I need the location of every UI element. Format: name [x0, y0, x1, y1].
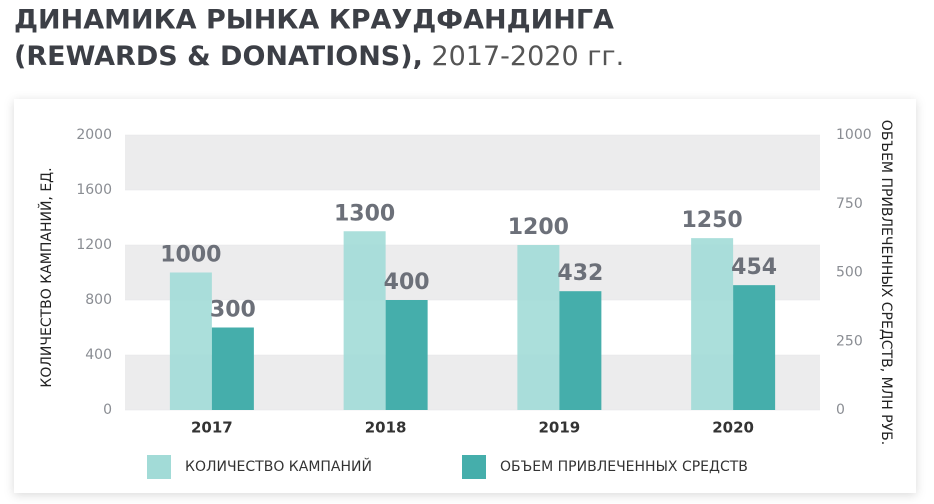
grid-band	[125, 190, 820, 245]
y2-tick-label: 500	[836, 265, 863, 281]
bar	[691, 238, 734, 410]
bar	[385, 300, 428, 410]
y-tick-label: 0	[103, 402, 112, 418]
legend-swatch	[462, 455, 486, 479]
title-light: 2017-2020 гг.	[431, 41, 624, 72]
y2-axis-label: ОБЪЕМ ПРИВЛЕЧЕННЫХ СРЕДСТВ, МЛН РУБ.	[878, 120, 894, 445]
bar	[559, 291, 602, 410]
value-label: 300	[210, 298, 256, 323]
y-axis-label: КОЛИЧЕСТВО КАМПАНИЙ, ЕД.	[37, 167, 55, 387]
x-tick-label: 2018	[365, 419, 407, 437]
y2-tick-label: 0	[836, 402, 845, 418]
bar	[211, 327, 254, 410]
y2-tick-label: 250	[836, 333, 863, 349]
bar	[169, 272, 212, 410]
y2-tick-label: 1000	[836, 127, 872, 143]
grid-band	[125, 135, 820, 190]
value-label: 400	[384, 270, 430, 295]
legend-label: КОЛИЧЕСТВО КАМПАНИЙ	[185, 457, 372, 475]
bar	[343, 231, 386, 410]
chart-title: (REWARDS & DONATIONS), 2017-2020 гг.	[14, 41, 624, 72]
x-tick-label: 2019	[539, 419, 581, 437]
bar	[517, 245, 560, 410]
x-tick-label: 2020	[712, 419, 754, 437]
y-tick-label: 1600	[76, 182, 112, 198]
bar	[733, 285, 776, 410]
y-tick-label: 800	[85, 292, 112, 308]
legend-label: ОБЪЕМ ПРИВЛЕЧЕННЫХ СРЕДСТВ	[500, 459, 748, 475]
value-label: 454	[731, 255, 777, 280]
y-tick-label: 400	[85, 347, 112, 363]
value-label: 1000	[160, 243, 221, 268]
value-label: 1300	[334, 201, 395, 226]
legend-swatch	[147, 455, 171, 479]
value-label: 1200	[508, 215, 569, 240]
y-tick-label: 2000	[76, 127, 112, 143]
value-label: 1250	[682, 208, 743, 233]
y-tick-label: 1200	[76, 237, 112, 253]
value-label: 432	[557, 261, 603, 286]
x-tick-label: 2017	[191, 419, 233, 437]
title-bold: (REWARDS & DONATIONS),	[14, 41, 423, 72]
chart-title: ДИНАМИКА РЫНКА КРАУДФАНДИНГА	[14, 5, 614, 36]
y2-tick-label: 750	[836, 196, 863, 212]
